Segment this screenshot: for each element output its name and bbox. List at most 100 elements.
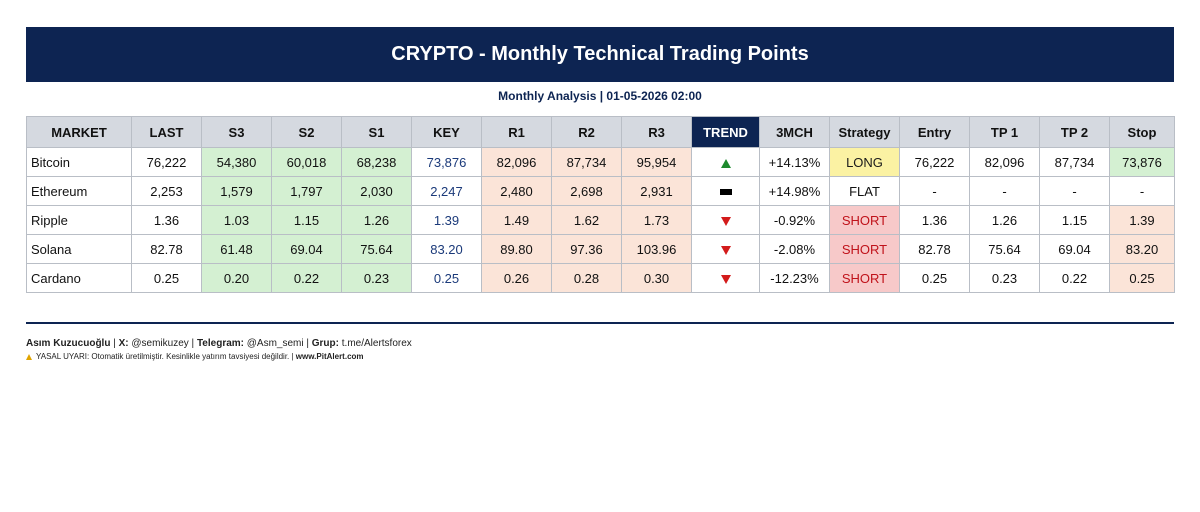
table-row: Bitcoin 76,222 54,380 60,018 68,238 73,876 82,… (26, 147, 1175, 177)
cell-r3: 95,954 (621, 147, 692, 177)
author-line: Asım Kuzucuoğlu | X: @semikuzey | Telegr… (26, 338, 412, 349)
cell-entry: 0.25 (899, 263, 970, 293)
cell-strategy: FLAT (829, 176, 900, 206)
cell-tp2: 69.04 (1039, 234, 1110, 264)
cell-trend (691, 176, 760, 206)
cell-tp2: 87,734 (1039, 147, 1110, 177)
trading-points-table: MARKET LAST S3 S2 S1 KEY R1 R2 R3 TREND … (26, 116, 1175, 293)
cell-s3: 54,380 (201, 147, 272, 177)
cell-trend (691, 234, 760, 264)
cell-s1: 1.26 (341, 205, 412, 235)
cell-r1: 0.26 (481, 263, 552, 293)
cell-s1: 2,030 (341, 176, 412, 206)
disclaimer-line: YASAL UYARI: Otomatik üretilmiştir. Kesi… (26, 352, 364, 361)
cell-r3: 1.73 (621, 205, 692, 235)
col-header-key: KEY (411, 116, 482, 148)
cell-s2: 0.22 (271, 263, 342, 293)
cell-s2: 1,797 (271, 176, 342, 206)
cell-strategy: SHORT (829, 263, 900, 293)
cell-r2: 1.62 (551, 205, 622, 235)
cell-stop: 1.39 (1109, 205, 1175, 235)
cell-tp1: 0.23 (969, 263, 1040, 293)
cell-tp1: - (969, 176, 1040, 206)
col-header-3mch: 3MCH (759, 116, 830, 148)
cell-entry: - (899, 176, 970, 206)
cell-s1: 75.64 (341, 234, 412, 264)
cell-key: 1.39 (411, 205, 482, 235)
cell-r2: 2,698 (551, 176, 622, 206)
cell-last: 0.25 (131, 263, 202, 293)
page-subtitle: Monthly Analysis | 01-05-2026 02:00 (498, 89, 702, 103)
cell-mch: +14.98% (759, 176, 830, 206)
site-link[interactable]: www.PitAlert.com (295, 352, 364, 361)
telegram-handle[interactable]: @Asm_semi (246, 338, 304, 349)
cell-market: Solana (26, 234, 132, 264)
group-link[interactable]: t.me/Alertsforex (341, 338, 412, 349)
cell-r1: 2,480 (481, 176, 552, 206)
col-header-strategy: Strategy (829, 116, 900, 148)
cell-r1: 1.49 (481, 205, 552, 235)
warning-icon (26, 353, 32, 360)
table-row: Ethereum 2,253 1,579 1,797 2,030 2,247 2,480 2,… (26, 176, 1175, 206)
cell-mch: +14.13% (759, 147, 830, 177)
cell-market: Ripple (26, 205, 132, 235)
cell-market: Bitcoin (26, 147, 132, 177)
cell-s3: 0.20 (201, 263, 272, 293)
cell-s1: 68,238 (341, 147, 412, 177)
cell-r3: 2,931 (621, 176, 692, 206)
cell-mch: -0.92% (759, 205, 830, 235)
col-header-s1: S1 (341, 116, 412, 148)
disclaimer-text: YASAL UYARI: Otomatik üretilmiştir. Kesi… (36, 352, 294, 361)
cell-s3: 1.03 (201, 205, 272, 235)
col-header-tp2: TP 2 (1039, 116, 1110, 148)
col-header-last: LAST (131, 116, 202, 148)
col-header-s3: S3 (201, 116, 272, 148)
cell-key: 83.20 (411, 234, 482, 264)
trend-flat-icon (719, 189, 732, 196)
cell-market: Ethereum (26, 176, 132, 206)
cell-last: 1.36 (131, 205, 202, 235)
col-header-stop: Stop (1109, 116, 1175, 148)
x-label: X: (118, 338, 129, 349)
cell-stop: 0.25 (1109, 263, 1175, 293)
cell-trend (691, 263, 760, 293)
cell-stop: - (1109, 176, 1175, 206)
cell-last: 82.78 (131, 234, 202, 264)
trend-down-icon (720, 245, 731, 255)
page-title: CRYPTO - Monthly Technical Trading Point… (26, 27, 1174, 82)
table-row: Ripple 1.36 1.03 1.15 1.26 1.39 1.49 1.62 1.73 -0… (26, 205, 1175, 235)
cell-last: 2,253 (131, 176, 202, 206)
cell-s2: 1.15 (271, 205, 342, 235)
cell-entry: 76,222 (899, 147, 970, 177)
table-row: Cardano 0.25 0.20 0.22 0.23 0.25 0.26 0.28 0.30-… (26, 263, 1175, 293)
cell-r1: 89.80 (481, 234, 552, 264)
cell-key: 0.25 (411, 263, 482, 293)
col-header-r3: R3 (621, 116, 692, 148)
cell-s1: 0.23 (341, 263, 412, 293)
cell-entry: 1.36 (899, 205, 970, 235)
cell-s3: 61.48 (201, 234, 272, 264)
table-row: Solana 82.78 61.48 69.04 75.64 83.20 89.80 97.3… (26, 234, 1175, 264)
cell-tp2: 0.22 (1039, 263, 1110, 293)
cell-trend (691, 205, 760, 235)
col-header-s2: S2 (271, 116, 342, 148)
trend-down-icon (720, 274, 731, 284)
group-label: Grup: (311, 338, 339, 349)
cell-tp1: 75.64 (969, 234, 1040, 264)
cell-mch: -2.08% (759, 234, 830, 264)
author-name: Asım Kuzucuoğlu (26, 338, 111, 349)
cell-strategy: SHORT (829, 234, 900, 264)
cell-key: 73,876 (411, 147, 482, 177)
page-title-text: CRYPTO - Monthly Technical Trading Point… (391, 43, 809, 65)
cell-tp2: 1.15 (1039, 205, 1110, 235)
cell-key: 2,247 (411, 176, 482, 206)
col-header-r1: R1 (481, 116, 552, 148)
cell-stop: 83.20 (1109, 234, 1175, 264)
cell-tp1: 82,096 (969, 147, 1040, 177)
x-handle[interactable]: @semikuzey (131, 338, 189, 349)
table-header-row: MARKET LAST S3 S2 S1 KEY R1 R2 R3 TREND … (26, 116, 1175, 148)
cell-r3: 103.96 (621, 234, 692, 264)
col-header-trend: TREND (691, 116, 760, 148)
cell-strategy: LONG (829, 147, 900, 177)
trend-down-icon (720, 216, 731, 226)
